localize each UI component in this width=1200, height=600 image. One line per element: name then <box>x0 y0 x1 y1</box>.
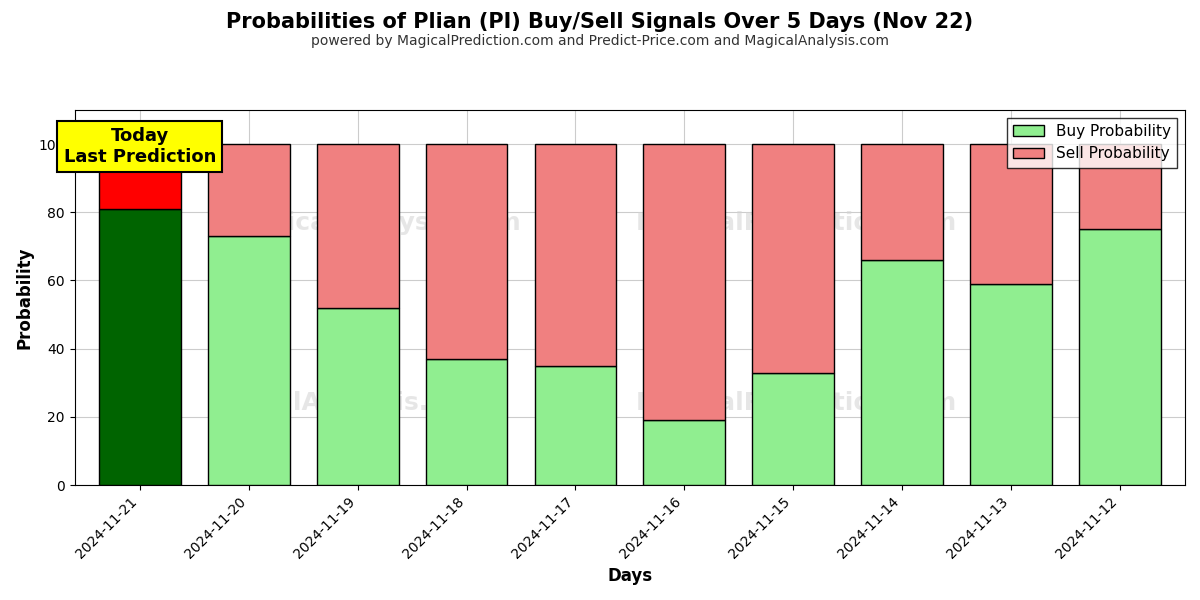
Text: powered by MagicalPrediction.com and Predict-Price.com and MagicalAnalysis.com: powered by MagicalPrediction.com and Pre… <box>311 34 889 48</box>
Y-axis label: Probability: Probability <box>16 246 34 349</box>
Bar <box>862 144 943 260</box>
Bar <box>752 373 834 485</box>
Bar <box>426 359 508 485</box>
Bar <box>317 308 398 485</box>
Bar <box>534 366 617 485</box>
Bar <box>100 209 181 485</box>
Bar <box>426 144 508 359</box>
Bar <box>1079 229 1160 485</box>
Legend: Buy Probability, Sell Probability: Buy Probability, Sell Probability <box>1007 118 1177 167</box>
Bar <box>970 284 1051 485</box>
Bar <box>643 144 725 420</box>
Bar <box>862 260 943 485</box>
Bar <box>970 144 1051 284</box>
Bar <box>534 144 617 366</box>
Bar <box>643 420 725 485</box>
Text: Today
Last Prediction: Today Last Prediction <box>64 127 216 166</box>
Bar <box>752 144 834 373</box>
Text: Probabilities of Plian (PI) Buy/Sell Signals Over 5 Days (Nov 22): Probabilities of Plian (PI) Buy/Sell Sig… <box>227 12 973 32</box>
Bar <box>317 144 398 308</box>
Text: calAnalysis.com: calAnalysis.com <box>262 391 487 415</box>
X-axis label: Days: Days <box>607 567 653 585</box>
Bar <box>208 236 289 485</box>
Bar <box>208 144 289 236</box>
Bar <box>1079 144 1160 229</box>
Text: MagicalAnalysis.com: MagicalAnalysis.com <box>228 211 521 235</box>
Bar <box>100 144 181 209</box>
Text: MagicalPrediction.com: MagicalPrediction.com <box>636 211 958 235</box>
Text: MagicalPrediction.com: MagicalPrediction.com <box>636 391 958 415</box>
